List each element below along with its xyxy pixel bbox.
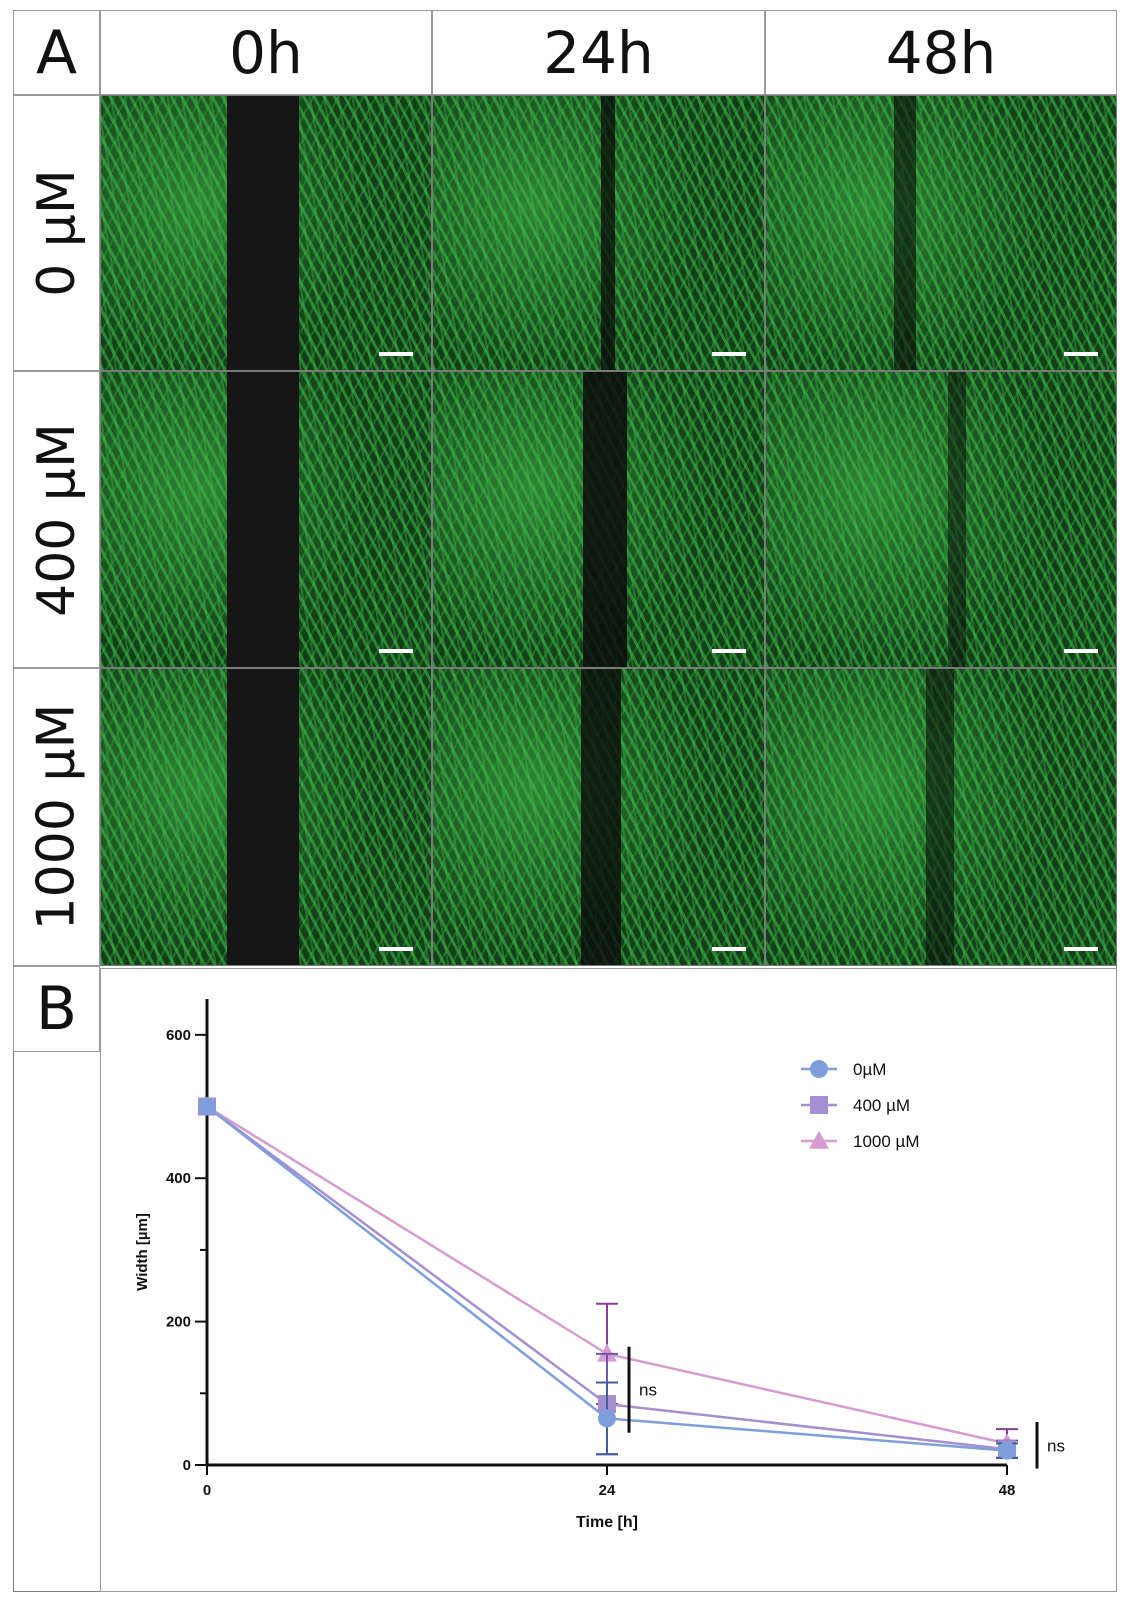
- legend-marker: [810, 1096, 828, 1114]
- micrograph-400um-48h: [765, 371, 1117, 668]
- scale-bar: [1064, 649, 1098, 653]
- row-label-text: 1000 µM: [26, 703, 87, 931]
- significance-label: ns: [1047, 1436, 1065, 1455]
- scale-bar: [1064, 947, 1098, 951]
- x-tick-label: 24: [599, 1482, 616, 1499]
- legend-label: 1000 µM: [853, 1132, 920, 1151]
- row-label-0um: 0 µM: [13, 95, 100, 371]
- column-header-48h: 48h: [765, 10, 1117, 95]
- legend-marker: [810, 1060, 828, 1078]
- panel-b-letter-text: B: [35, 974, 78, 1044]
- column-header-24h: 24h: [432, 10, 765, 95]
- micrograph-1000um-48h: [765, 668, 1117, 966]
- panel-a-letter-text: A: [35, 17, 78, 88]
- legend-marker: [809, 1130, 829, 1149]
- column-header-label: 0h: [229, 18, 303, 87]
- wound-width-chart: 0 200 400 600 0 24 48 Time [h] Width [µm] ns ns 0µM…: [134, 999, 1065, 1531]
- scale-bar: [379, 649, 413, 653]
- chart-container: 0 200 400 600 0 24 48 Time [h] Width [µm] ns ns 0µM…: [100, 968, 1117, 1592]
- y-tick-label: 200: [166, 1314, 191, 1331]
- row-label-text: 0 µM: [26, 169, 87, 297]
- scale-bar: [712, 649, 746, 653]
- x-tick-label: 0: [203, 1482, 211, 1499]
- column-header-label: 48h: [885, 18, 997, 87]
- significance-label: ns: [639, 1381, 657, 1400]
- row-label-400um: 400 µM: [13, 371, 100, 668]
- scale-bar: [379, 352, 413, 356]
- data-point: [597, 1343, 617, 1362]
- panel-b-letter: B: [13, 966, 100, 1052]
- column-header-label: 24h: [543, 18, 654, 87]
- x-tick-label: 48: [999, 1482, 1016, 1499]
- legend-label: 400 µM: [853, 1096, 910, 1115]
- scale-bar: [712, 947, 746, 951]
- micrograph-1000um-0h: [100, 668, 432, 966]
- data-point: [598, 1409, 616, 1428]
- legend-label: 0µM: [853, 1060, 886, 1079]
- row-label-text: 400 µM: [26, 422, 87, 617]
- row-label-1000um: 1000 µM: [13, 668, 100, 966]
- micrograph-400um-0h: [100, 371, 432, 668]
- data-point: [998, 1441, 1016, 1460]
- micrograph-0um-48h: [765, 95, 1117, 371]
- scale-bar: [379, 947, 413, 951]
- y-tick-label: 0: [183, 1457, 191, 1474]
- data-point: [198, 1097, 216, 1116]
- micrograph-0um-24h: [432, 95, 765, 371]
- x-axis-label: Time [h]: [576, 1514, 638, 1531]
- y-tick-label: 600: [166, 1027, 191, 1044]
- scale-bar: [1064, 352, 1098, 356]
- y-axis-label: Width [µm]: [134, 1213, 151, 1291]
- y-tick-label: 400: [166, 1170, 191, 1187]
- scale-bar: [712, 352, 746, 356]
- column-header-0h: 0h: [100, 10, 432, 95]
- micrograph-400um-24h: [432, 371, 765, 668]
- micrograph-1000um-24h: [432, 668, 765, 966]
- panel-a-letter: A: [13, 10, 100, 95]
- micrograph-0um-0h: [100, 95, 432, 371]
